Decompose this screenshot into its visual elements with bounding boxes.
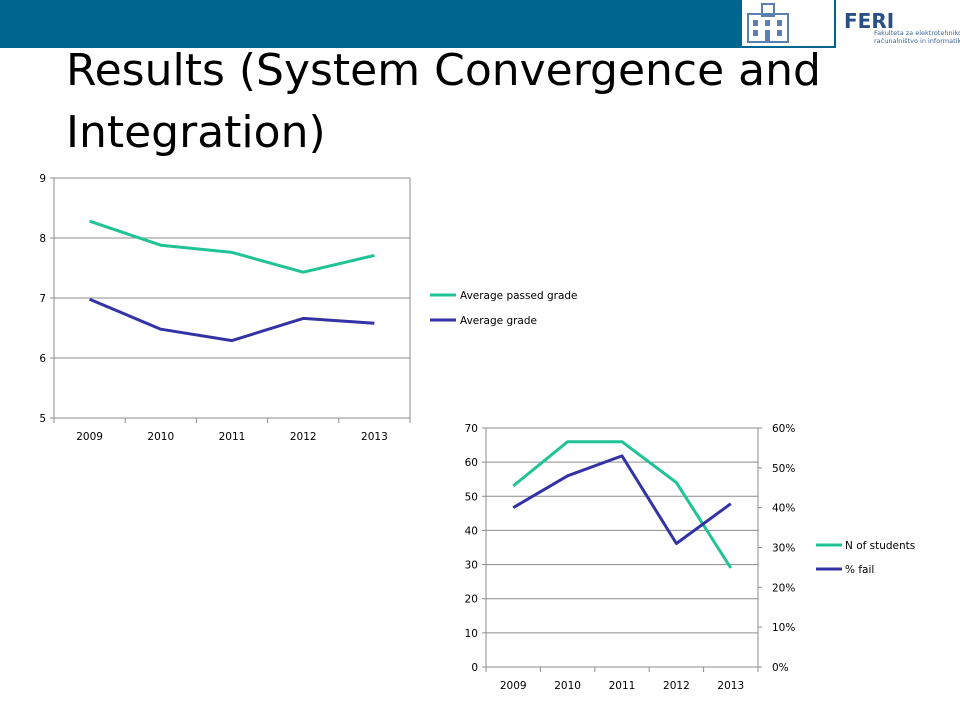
feri-subtitle-line-1: Fakulteta za elektrotehniko, (874, 29, 960, 37)
slide-title-line-2: Integration) (66, 107, 326, 158)
x-tick-label: 2010 (147, 431, 174, 443)
feri-logo-subtitle: Fakulteta za elektrotehniko, računalništ… (874, 29, 960, 45)
y-tick-label: 6 (39, 353, 46, 365)
series-line-1 (512, 440, 733, 569)
students-chart: 0 10 20 30 40 50 60 70 0% 10% 20% 30% 40% 50% 60% 2009 2… (465, 423, 916, 692)
y2-tick-label: 10% (772, 622, 795, 634)
x-tick-label: 2011 (219, 431, 246, 443)
x-tick-label: 2010 (554, 680, 581, 692)
y-tick-label: 10 (465, 628, 478, 640)
y-tick-label: 7 (39, 293, 46, 305)
x-tick-label: 2013 (361, 431, 388, 443)
slide-title-line-1: Results (System Convergence and (66, 45, 821, 96)
feri-subtitle-line-2: računalništvo in informatiko (874, 36, 960, 45)
x-tick-label: 2009 (500, 680, 527, 692)
y-tick-label: 20 (465, 594, 478, 606)
y-tick-label: 8 (39, 233, 46, 245)
y-tick-label: 40 (465, 525, 478, 537)
y-tick-label: 9 (39, 173, 46, 185)
x-tick-label: 2009 (76, 431, 103, 443)
x-tick-label: 2011 (609, 680, 636, 692)
y2-tick-label: 30% (772, 543, 795, 555)
legend-label-1: Average passed grade (460, 290, 578, 302)
legend-label-2: % fail (845, 564, 874, 576)
university-logo (742, 0, 834, 46)
series-line-2 (512, 454, 732, 545)
y2-tick-label: 20% (772, 582, 795, 594)
feri-logo: FERI Fakulteta za elektrotehniko, računa… (836, 0, 960, 48)
building-icon (747, 3, 789, 43)
grades-chart: 5 6 7 8 9 2009 2010 2011 2012 2013 Average passed … (39, 173, 578, 443)
y2-tick-label: 50% (772, 463, 795, 475)
series-line-2 (89, 297, 375, 343)
x-tick-label: 2012 (290, 431, 317, 443)
y-tick-label: 70 (465, 423, 478, 435)
y2-tick-label: 60% (772, 423, 795, 435)
legend-label-1: N of students (845, 540, 915, 552)
y-tick-label: 30 (465, 560, 478, 572)
x-tick-label: 2012 (663, 680, 690, 692)
slide-title: Results (System Convergence and Integrat… (66, 40, 946, 164)
y2-tick-label: 0% (772, 662, 789, 674)
y2-tick-label: 40% (772, 503, 795, 515)
legend-label-2: Average grade (460, 315, 537, 327)
y-tick-label: 5 (39, 413, 46, 425)
feri-logo-text: FERI (844, 9, 895, 33)
y-tick-label: 50 (465, 491, 478, 503)
y-tick-label: 60 (465, 457, 478, 469)
y-tick-label: 0 (471, 662, 478, 674)
series-line-1 (89, 219, 375, 274)
x-tick-label: 2013 (717, 680, 744, 692)
